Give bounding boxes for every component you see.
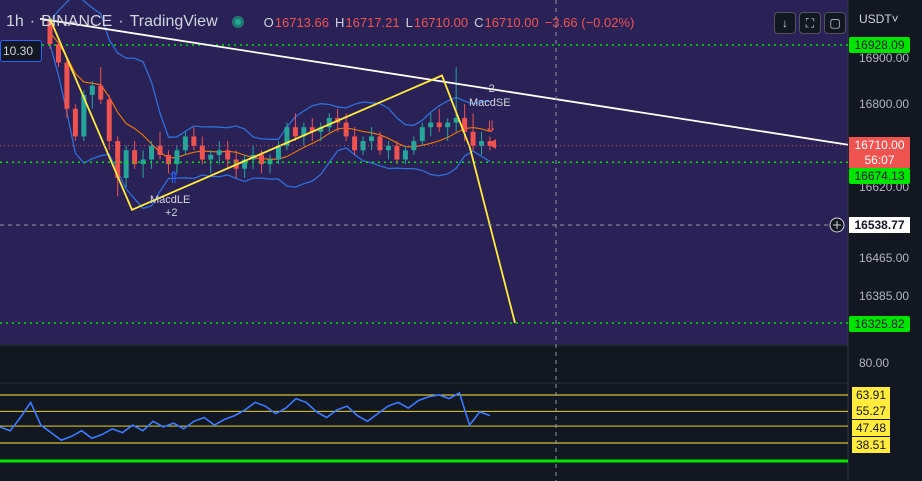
candle	[149, 145, 155, 160]
legend-separator: ·	[29, 13, 36, 30]
candle	[360, 141, 366, 151]
chart-legend: 1h · BINANCE · TradingView O 16713.66 H 16…	[0, 7, 634, 37]
open-label: O	[263, 14, 274, 30]
candle	[191, 136, 197, 146]
candle	[385, 145, 391, 151]
level-label-bottom: 16325.82	[849, 316, 910, 332]
low-label: L	[405, 14, 413, 30]
candle	[64, 62, 70, 109]
high-value: 16717.21	[345, 14, 400, 30]
candle	[436, 122, 442, 128]
candle	[89, 85, 95, 95]
candle	[157, 145, 163, 155]
close-value: 16710.00	[484, 14, 539, 30]
level-label-top: 16928.09	[849, 37, 910, 53]
price-tick-1: 16900.00	[859, 51, 910, 65]
close-label: C	[474, 14, 484, 30]
candle	[72, 108, 78, 137]
current-price-label: 16710.00	[849, 137, 910, 153]
candle	[199, 145, 205, 160]
sell-signal-qty: -2	[485, 83, 495, 95]
candle	[470, 131, 476, 146]
indicator-level-2: 55.27	[852, 403, 890, 419]
market-status-icon	[231, 16, 244, 28]
left-value-box: 10.30	[0, 40, 42, 62]
change-value: −3.66 (−0.02%)	[544, 14, 635, 30]
candle	[123, 150, 129, 178]
indicator-level-4: 38.51	[852, 437, 890, 453]
candle	[165, 154, 171, 165]
candle	[394, 145, 400, 160]
candle	[216, 150, 222, 155]
candle	[182, 136, 188, 151]
candle	[326, 117, 332, 128]
candle	[55, 44, 61, 63]
candle	[259, 154, 265, 165]
candle	[369, 136, 375, 142]
candle	[462, 117, 468, 132]
candle	[47, 21, 53, 45]
indicator-line	[0, 391, 491, 442]
maximize-button[interactable]: ▢	[824, 12, 846, 34]
price-marker-icon	[488, 139, 496, 149]
candle	[402, 150, 408, 160]
crosshair-price-label: 16538.77	[849, 217, 910, 233]
candle	[140, 159, 146, 165]
buy-arrow-icon: ⇑	[167, 168, 180, 187]
band-upper	[49, 0, 491, 140]
indicator-level-1: 63.91	[852, 387, 890, 403]
high-label: H	[334, 14, 345, 30]
candle	[284, 127, 290, 146]
currency-selector[interactable]: USDT˅	[859, 12, 899, 26]
provider-label: TradingView	[129, 13, 218, 30]
sell-signal-label: MacdSE	[469, 97, 511, 109]
candle	[174, 150, 180, 165]
candle	[445, 122, 451, 128]
candle	[411, 141, 417, 151]
candle	[292, 127, 298, 137]
indicator-pane	[0, 391, 848, 463]
candle	[377, 136, 383, 151]
candle	[343, 122, 349, 137]
indicator-tick: 80.00	[859, 356, 890, 370]
candle	[479, 141, 485, 146]
candle	[98, 85, 104, 100]
candle	[132, 150, 138, 165]
price-tick-5: 16385.00	[859, 289, 910, 303]
low-value: 16710.00	[413, 14, 469, 30]
buy-signal-qty: +2	[165, 207, 178, 219]
buy-signal-label: MacdLE	[150, 194, 190, 206]
candle	[275, 145, 281, 160]
candle	[428, 122, 434, 128]
countdown-label: 56:07	[849, 152, 910, 168]
price-tick-4: 16465.00	[859, 251, 910, 265]
open-value: 16713.66	[274, 14, 329, 30]
candle	[242, 159, 248, 169]
sell-arrow-icon: ⇓	[484, 117, 497, 136]
legend-separator-2: ·	[118, 13, 124, 30]
level-label-lower: 16674.13	[849, 168, 910, 184]
price-tick-2: 16800.00	[859, 97, 910, 111]
candle	[352, 136, 358, 151]
candle	[208, 154, 214, 160]
collapse-button[interactable]: ⛶	[799, 12, 821, 34]
candle	[419, 127, 425, 142]
candle	[318, 127, 324, 132]
zigzag-line	[49, 18, 516, 324]
candle	[309, 127, 315, 132]
candle	[225, 150, 231, 160]
candle	[453, 117, 459, 123]
exchange-label: BINANCE	[41, 13, 113, 30]
band-lower	[49, 43, 491, 210]
scroll-down-button[interactable]: ↓	[774, 12, 796, 34]
candle	[115, 141, 121, 178]
overlay-lines	[0, 17, 849, 324]
candle	[81, 94, 87, 137]
candle	[106, 99, 112, 142]
interval-label[interactable]: 1h	[6, 13, 24, 30]
candle	[301, 127, 307, 137]
indicator-level-3: 47.48	[852, 420, 890, 436]
